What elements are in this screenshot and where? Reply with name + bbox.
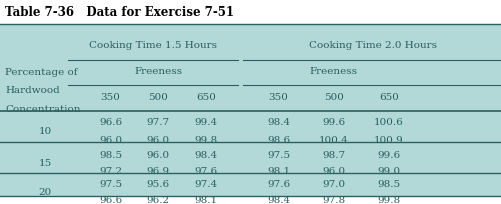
Text: 98.5: 98.5 xyxy=(99,151,122,160)
Text: Cooking Time 2.0 Hours: Cooking Time 2.0 Hours xyxy=(308,41,436,50)
Text: 97.4: 97.4 xyxy=(194,180,217,189)
Text: 98.7: 98.7 xyxy=(322,151,345,160)
Text: 650: 650 xyxy=(378,93,398,102)
FancyBboxPatch shape xyxy=(0,24,501,196)
Text: 98.4: 98.4 xyxy=(267,196,290,204)
Text: 99.6: 99.6 xyxy=(377,151,400,160)
Text: Table 7-36   Data for Exercise 7-51: Table 7-36 Data for Exercise 7-51 xyxy=(5,6,233,19)
Text: 96.9: 96.9 xyxy=(146,167,169,176)
Text: Freeness: Freeness xyxy=(134,67,182,76)
Text: 650: 650 xyxy=(195,93,215,102)
Text: 96.6: 96.6 xyxy=(99,196,122,204)
Text: 99.0: 99.0 xyxy=(377,167,400,176)
Text: 350: 350 xyxy=(268,93,288,102)
Text: 97.0: 97.0 xyxy=(322,180,345,189)
Text: 99.4: 99.4 xyxy=(194,118,217,127)
Text: 96.0: 96.0 xyxy=(146,151,169,160)
Text: 95.6: 95.6 xyxy=(146,180,169,189)
Text: 98.6: 98.6 xyxy=(267,136,290,145)
Text: 97.8: 97.8 xyxy=(322,196,345,204)
Text: 97.6: 97.6 xyxy=(267,180,290,189)
Text: 97.2: 97.2 xyxy=(99,167,122,176)
Text: 500: 500 xyxy=(323,93,343,102)
Text: 97.6: 97.6 xyxy=(194,167,217,176)
Text: 500: 500 xyxy=(148,93,168,102)
Text: 98.1: 98.1 xyxy=(267,167,290,176)
Text: 99.8: 99.8 xyxy=(194,136,217,145)
Text: Hardwood: Hardwood xyxy=(5,86,60,95)
Text: 98.5: 98.5 xyxy=(377,180,400,189)
Text: 350: 350 xyxy=(100,93,120,102)
Text: 97.5: 97.5 xyxy=(267,151,290,160)
Text: Percentage of: Percentage of xyxy=(5,68,77,77)
Text: 98.4: 98.4 xyxy=(194,151,217,160)
Text: 97.5: 97.5 xyxy=(99,180,122,189)
Text: Concentration: Concentration xyxy=(5,105,80,114)
Text: Cooking Time 1.5 Hours: Cooking Time 1.5 Hours xyxy=(89,41,216,50)
Text: 100.6: 100.6 xyxy=(373,118,403,127)
Text: Freeness: Freeness xyxy=(309,67,357,76)
Text: 99.6: 99.6 xyxy=(322,118,345,127)
Text: 20: 20 xyxy=(39,188,52,197)
FancyBboxPatch shape xyxy=(0,0,501,24)
Text: 10: 10 xyxy=(39,127,52,136)
Text: 96.0: 96.0 xyxy=(322,167,345,176)
Text: 15: 15 xyxy=(39,159,52,168)
Text: 96.6: 96.6 xyxy=(99,118,122,127)
Text: 96.0: 96.0 xyxy=(99,136,122,145)
Text: 98.4: 98.4 xyxy=(267,118,290,127)
Text: 97.7: 97.7 xyxy=(146,118,169,127)
Text: 96.2: 96.2 xyxy=(146,196,169,204)
Text: 100.9: 100.9 xyxy=(373,136,403,145)
Text: 98.1: 98.1 xyxy=(194,196,217,204)
Text: 100.4: 100.4 xyxy=(318,136,348,145)
Text: 99.8: 99.8 xyxy=(377,196,400,204)
Text: 96.0: 96.0 xyxy=(146,136,169,145)
